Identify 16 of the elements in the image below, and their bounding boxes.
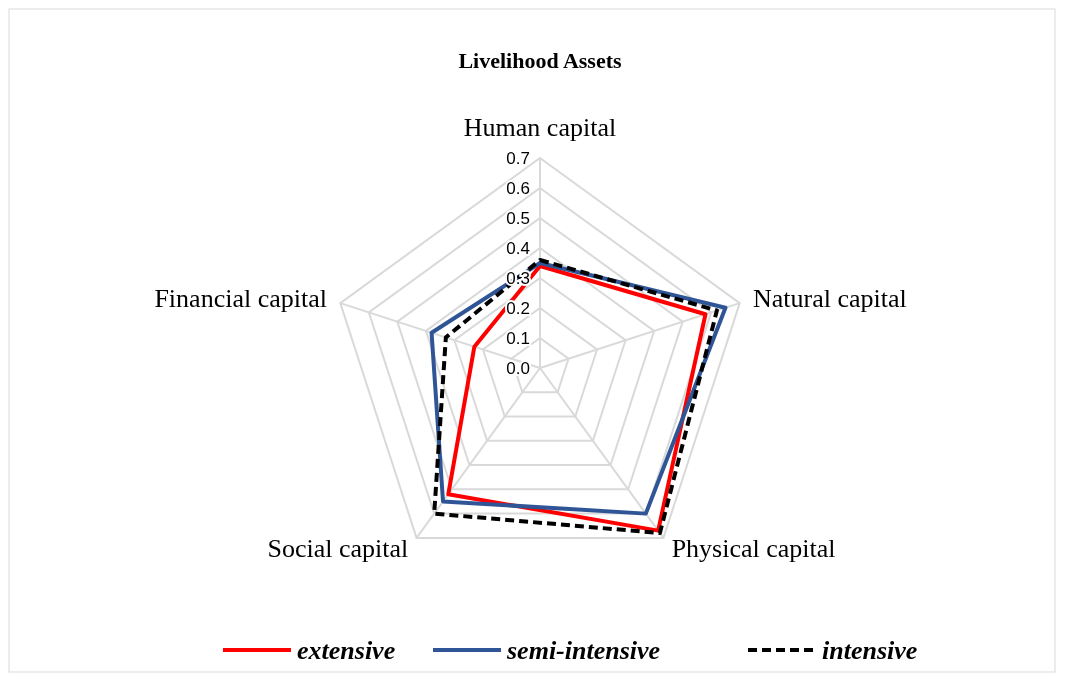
y-tick-label: 0.0	[506, 359, 530, 378]
legend-label: extensive	[297, 636, 396, 665]
spoke-label: Human capital	[463, 113, 617, 142]
spoke-label: Social capital	[267, 534, 409, 564]
chart-title: Livelihood Assets	[458, 48, 623, 73]
spoke-label: Physical capital	[671, 534, 836, 564]
y-tick-label: 0.2	[506, 299, 530, 318]
y-tick-label: 0.6	[506, 179, 530, 198]
y-tick-label: 0.1	[506, 329, 530, 348]
y-tick-label: 0.4	[506, 239, 530, 258]
legend-label: intensive	[822, 636, 918, 665]
y-tick-label: 0.7	[506, 149, 530, 168]
y-tick-label: 0.5	[506, 209, 530, 228]
legend-label: semi-intensive	[506, 636, 661, 665]
spoke-label: Natural capital	[753, 283, 907, 313]
spoke-label: Financial capital	[154, 283, 327, 313]
